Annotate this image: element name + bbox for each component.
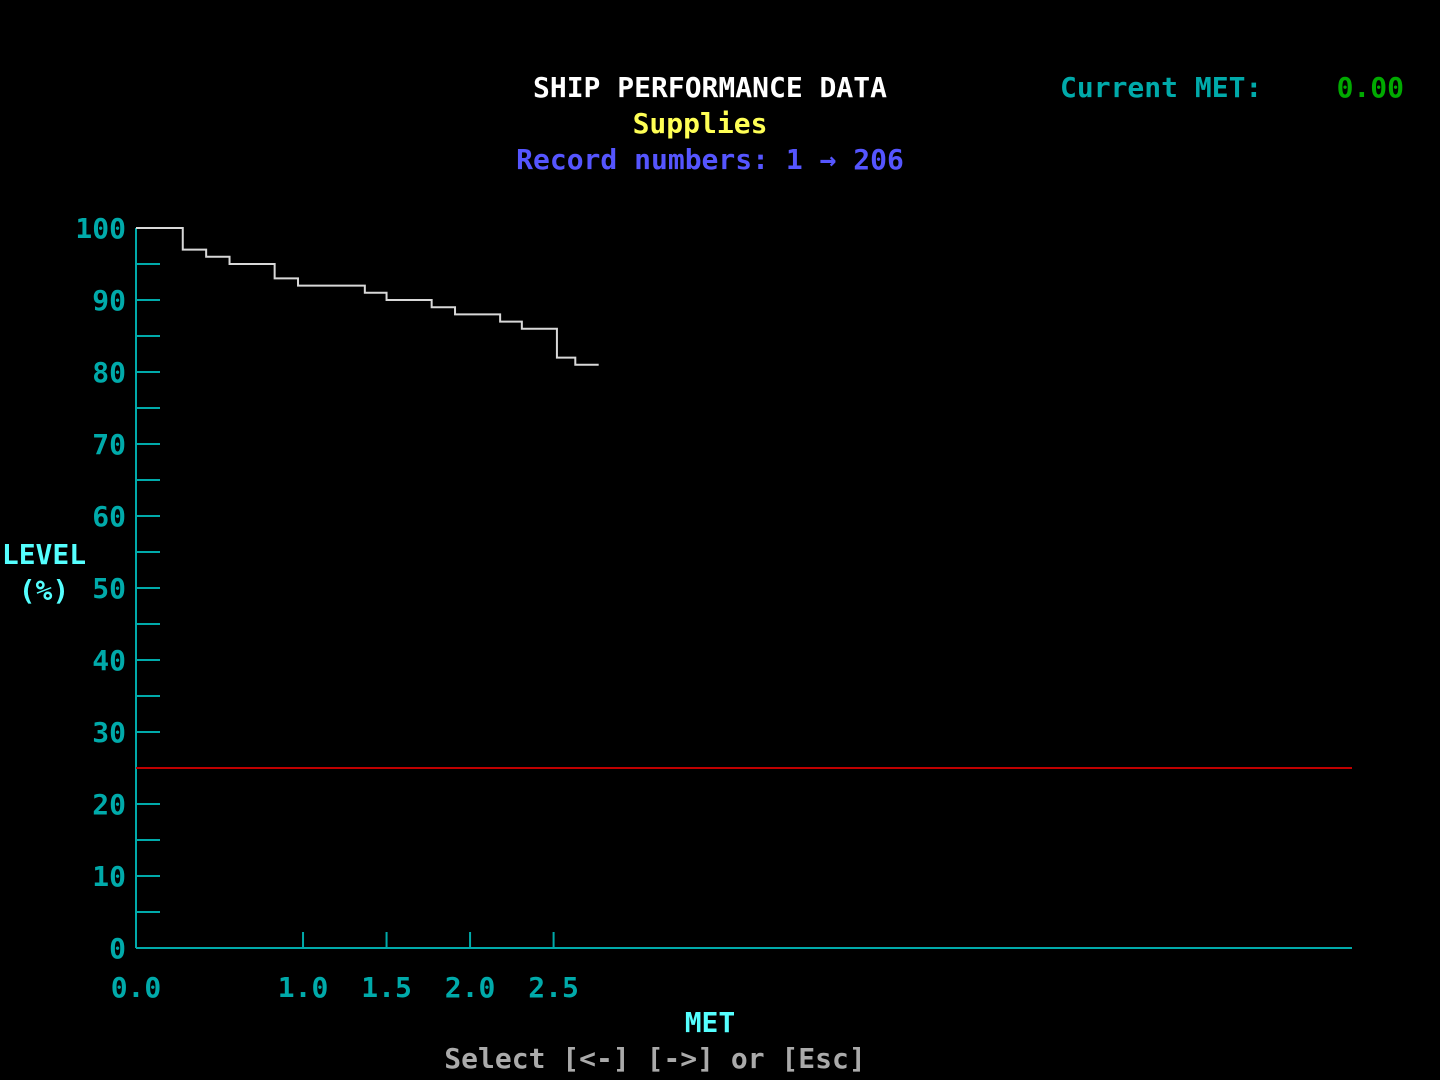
- instructions: Select [<-] [->] or [Esc]: [444, 1042, 865, 1075]
- y-tick-label: 20: [92, 788, 126, 821]
- x-tick-label: 2.0: [445, 971, 496, 1004]
- chart-title: SHIP PERFORMANCE DATA: [533, 71, 887, 104]
- y-axis-label: (%): [19, 574, 70, 607]
- x-axis-label: MET: [685, 1006, 736, 1039]
- current-met-value: 0.00: [1337, 71, 1404, 104]
- y-tick-label: 70: [92, 428, 126, 461]
- y-tick-label: 100: [75, 212, 126, 245]
- y-tick-label: 50: [92, 572, 126, 605]
- y-tick-label: 10: [92, 860, 126, 893]
- y-tick-label: 0: [109, 932, 126, 965]
- y-tick-label: 40: [92, 644, 126, 677]
- y-tick-label: 90: [92, 284, 126, 317]
- x-tick-label: 0.0: [111, 971, 162, 1004]
- y-tick-label: 30: [92, 716, 126, 749]
- x-tick-label: 1.5: [361, 971, 412, 1004]
- record-range: Record numbers: 1 → 206: [516, 143, 904, 176]
- current-met-label: Current MET:: [1060, 71, 1262, 104]
- x-tick-label: 1.0: [278, 971, 329, 1004]
- y-tick-label: 60: [92, 500, 126, 533]
- data-line: [136, 227, 599, 366]
- y-axis-label: LEVEL: [2, 538, 86, 571]
- chart-subtitle: Supplies: [633, 107, 768, 140]
- y-tick-label: 80: [92, 356, 126, 389]
- x-tick-label: 2.5: [528, 971, 579, 1004]
